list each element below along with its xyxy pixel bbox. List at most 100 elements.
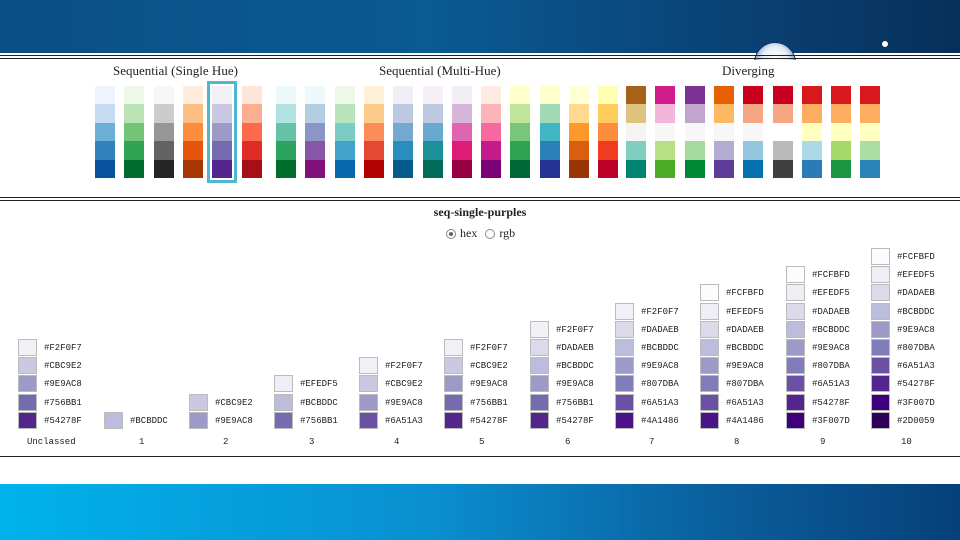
ramp-swatch bbox=[335, 159, 355, 179]
ramp-greys[interactable] bbox=[154, 86, 174, 179]
ramp-swatch bbox=[860, 86, 880, 105]
ramp-swatch bbox=[481, 141, 501, 160]
ramp-PRGn[interactable] bbox=[685, 86, 705, 179]
class-count-label: 9 bbox=[820, 437, 826, 447]
middle-divider bbox=[0, 197, 960, 198]
ramp-swatch bbox=[802, 159, 822, 179]
class-swatch bbox=[274, 394, 293, 411]
hex-label[interactable]: hex bbox=[460, 226, 478, 240]
hex-value: #DADAEB bbox=[812, 307, 850, 317]
ramp-RdYlBu[interactable] bbox=[802, 86, 822, 179]
bottom-divider bbox=[0, 456, 960, 457]
ramp-PuBuGn[interactable] bbox=[423, 86, 443, 179]
ramp-swatch bbox=[569, 86, 589, 105]
ramp-PiYG[interactable] bbox=[655, 86, 675, 179]
ramp-swatch bbox=[364, 141, 384, 160]
class-count-label: 7 bbox=[649, 437, 655, 447]
ramp-YlGnBu[interactable] bbox=[540, 86, 560, 179]
top-divider-2 bbox=[0, 58, 960, 59]
ramp-PuBu[interactable] bbox=[393, 86, 413, 179]
ramp-greens[interactable] bbox=[124, 86, 144, 179]
hex-value: #9E9AC8 bbox=[556, 379, 594, 389]
ramp-swatch bbox=[831, 141, 851, 160]
ramp-swatch bbox=[335, 122, 355, 142]
ramp-swatch bbox=[743, 159, 763, 179]
ramp-swatch bbox=[124, 86, 144, 105]
ramp-PuOr[interactable] bbox=[714, 86, 734, 179]
ramp-swatch bbox=[569, 141, 589, 160]
ramp-swatch bbox=[655, 159, 675, 179]
class-count-label: 4 bbox=[394, 437, 400, 447]
hex-value: #CBC9E2 bbox=[215, 398, 253, 408]
class-swatch bbox=[530, 339, 549, 356]
ramp-swatch bbox=[154, 159, 174, 179]
ramp-BuPu[interactable] bbox=[305, 86, 325, 179]
ramp-reds[interactable] bbox=[242, 86, 262, 179]
rgb-radio[interactable] bbox=[485, 228, 496, 239]
class-swatch bbox=[530, 375, 549, 392]
hex-value: #9E9AC8 bbox=[726, 361, 764, 371]
ramp-BrBG[interactable] bbox=[626, 86, 646, 179]
ramp-swatch bbox=[626, 141, 646, 160]
class-swatch bbox=[18, 375, 37, 392]
ramp-swatch bbox=[831, 104, 851, 123]
scheme-name: seq-single-purples bbox=[433, 205, 527, 219]
ramp-swatch bbox=[598, 122, 618, 142]
ramp-blues[interactable] bbox=[95, 86, 115, 179]
ramp-swatch bbox=[481, 122, 501, 142]
ramp-YlGn[interactable] bbox=[510, 86, 530, 179]
ramp-swatch bbox=[510, 141, 530, 160]
class-swatch bbox=[274, 412, 293, 429]
ramp-swatch bbox=[124, 104, 144, 123]
ramp-oranges[interactable] bbox=[183, 86, 203, 179]
ramp-swatch bbox=[423, 104, 443, 123]
ramp-swatch bbox=[773, 122, 793, 142]
ramp-swatch bbox=[242, 141, 262, 160]
ramp-swatch bbox=[95, 122, 115, 142]
ramp-swatch bbox=[212, 159, 232, 179]
ramp-RdGy[interactable] bbox=[773, 86, 793, 179]
class-swatch bbox=[615, 375, 634, 392]
ramp-swatch bbox=[569, 159, 589, 179]
hex-value: #CBC9E2 bbox=[385, 379, 423, 389]
ramp-RdBu[interactable] bbox=[743, 86, 763, 179]
hex-value: #54278F bbox=[897, 379, 935, 389]
hex-value: #DADAEB bbox=[556, 343, 594, 353]
ramp-OrRd[interactable] bbox=[364, 86, 384, 179]
hex-radio[interactable] bbox=[446, 228, 456, 239]
ramp-swatch bbox=[364, 104, 384, 123]
hex-value: #EFEDF5 bbox=[897, 270, 935, 280]
ramp-swatch bbox=[655, 122, 675, 142]
ramp-GnBu[interactable] bbox=[335, 86, 355, 179]
ramp-swatch bbox=[393, 122, 413, 142]
class-swatch bbox=[615, 357, 634, 374]
class-swatch bbox=[444, 375, 463, 392]
ramp-PuRd[interactable] bbox=[452, 86, 472, 179]
ramp-YlOrBr[interactable] bbox=[569, 86, 589, 179]
ramp-swatch bbox=[714, 122, 734, 142]
ramp-Spectral[interactable] bbox=[860, 86, 880, 179]
class-swatch bbox=[615, 394, 634, 411]
ramp-swatch bbox=[276, 104, 296, 123]
ramp-swatch bbox=[860, 159, 880, 179]
ramp-swatch bbox=[598, 141, 618, 160]
ramp-purples[interactable] bbox=[207, 81, 237, 183]
middle-divider-2 bbox=[0, 200, 960, 201]
ramp-RdPu[interactable] bbox=[481, 86, 501, 179]
class-swatch bbox=[530, 412, 549, 429]
ramp-swatch bbox=[212, 104, 232, 123]
class-swatch bbox=[189, 412, 208, 429]
ramp-BuGn[interactable] bbox=[276, 86, 296, 179]
ramp-swatch bbox=[831, 122, 851, 142]
ramp-YlOrRd[interactable] bbox=[598, 86, 618, 179]
class-count-label: 6 bbox=[565, 437, 571, 447]
hex-value: #9E9AC8 bbox=[215, 416, 253, 426]
rgb-label[interactable]: rgb bbox=[499, 226, 516, 240]
ramp-swatch bbox=[154, 104, 174, 123]
ramp-RdYlGn[interactable] bbox=[831, 86, 851, 179]
hex-value: #756BB1 bbox=[300, 416, 338, 426]
hex-value: #54278F bbox=[556, 416, 594, 426]
hex-value: #DADAEB bbox=[641, 325, 679, 335]
ramp-swatch bbox=[335, 104, 355, 123]
class-swatch bbox=[786, 321, 805, 338]
